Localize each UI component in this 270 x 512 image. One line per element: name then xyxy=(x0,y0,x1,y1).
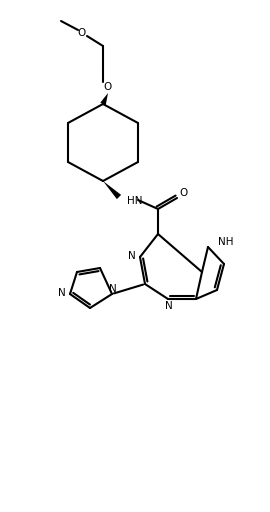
Text: O: O xyxy=(104,82,112,92)
Text: N: N xyxy=(165,301,173,311)
Polygon shape xyxy=(103,181,121,199)
Text: N: N xyxy=(109,284,117,294)
Text: N: N xyxy=(128,251,136,261)
Text: O: O xyxy=(78,28,86,38)
Text: O: O xyxy=(179,188,187,198)
Text: HN: HN xyxy=(127,196,143,206)
Text: N: N xyxy=(58,288,66,298)
Text: NH: NH xyxy=(218,237,234,247)
Polygon shape xyxy=(100,93,108,105)
